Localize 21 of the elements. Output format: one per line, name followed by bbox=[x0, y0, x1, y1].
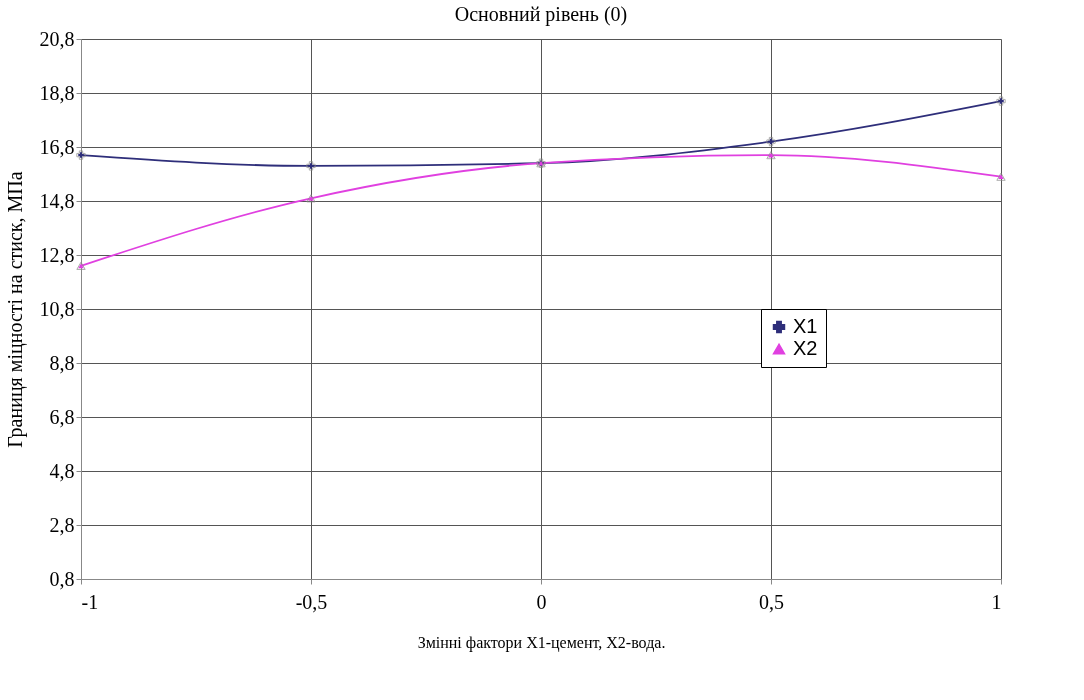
y-tick-label: 12,8 bbox=[39, 243, 75, 266]
x-tick-label: 0 bbox=[536, 590, 547, 613]
x-tick-label: 0,5 bbox=[759, 590, 784, 613]
x-tick-label: 1 bbox=[991, 590, 1002, 613]
y-tick-label: 0,8 bbox=[49, 567, 75, 590]
y-tick-label: 16,8 bbox=[39, 135, 75, 158]
y-tick-label: 4,8 bbox=[49, 459, 75, 482]
y-tick-label: 2,8 bbox=[49, 513, 75, 536]
x-tick-label: -0,5 bbox=[295, 590, 328, 613]
y-tick-label: 8,8 bbox=[49, 351, 75, 374]
x-axis-title: Змінні фактори X1-цемент, X2-вода. bbox=[417, 633, 666, 652]
legend-label: X2 bbox=[793, 337, 818, 359]
chart-title: Основний рівень (0) bbox=[454, 3, 628, 26]
y-tick-label: 18,8 bbox=[39, 81, 75, 104]
y-tick-label: 10,8 bbox=[39, 297, 75, 320]
y-tick-label: 6,8 bbox=[49, 405, 75, 428]
x-tick-label: -1 bbox=[81, 590, 99, 613]
y-tick-label: 14,8 bbox=[39, 189, 75, 212]
y-axis-title: Границя міцності на стиск, МПа bbox=[3, 171, 27, 448]
y-tick-label: 20,8 bbox=[39, 27, 75, 50]
legend-label: X1 bbox=[793, 315, 818, 337]
